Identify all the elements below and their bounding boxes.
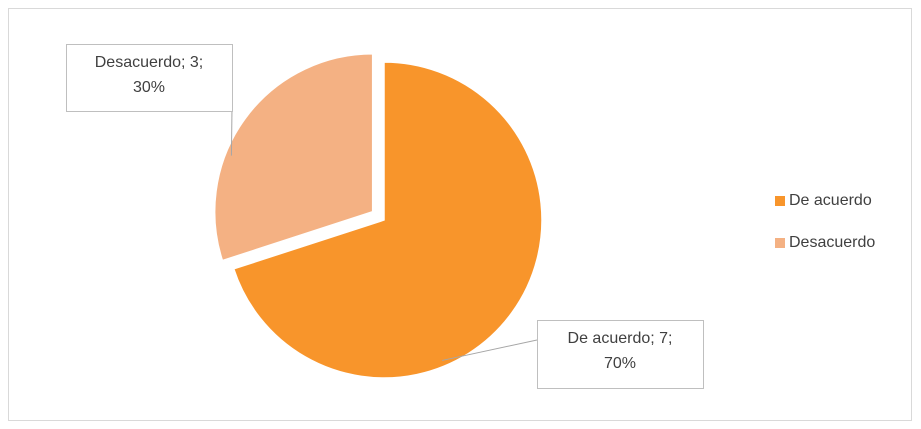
data-label-box [537,320,704,389]
data-label: 30% [133,79,165,96]
pie-slice [232,61,543,379]
legend-swatch [775,196,785,206]
pie-slice [213,53,374,262]
legend-label: Desacuerdo [789,234,875,251]
legend-label: De acuerdo [789,192,872,209]
data-label: Desacuerdo; 3; [95,54,204,71]
leader-line [230,107,233,156]
data-label: 70% [604,355,636,372]
data-label: De acuerdo; 7; [568,330,673,347]
leader-line [442,339,538,361]
data-label-box [66,44,233,112]
legend-swatch [775,238,785,248]
